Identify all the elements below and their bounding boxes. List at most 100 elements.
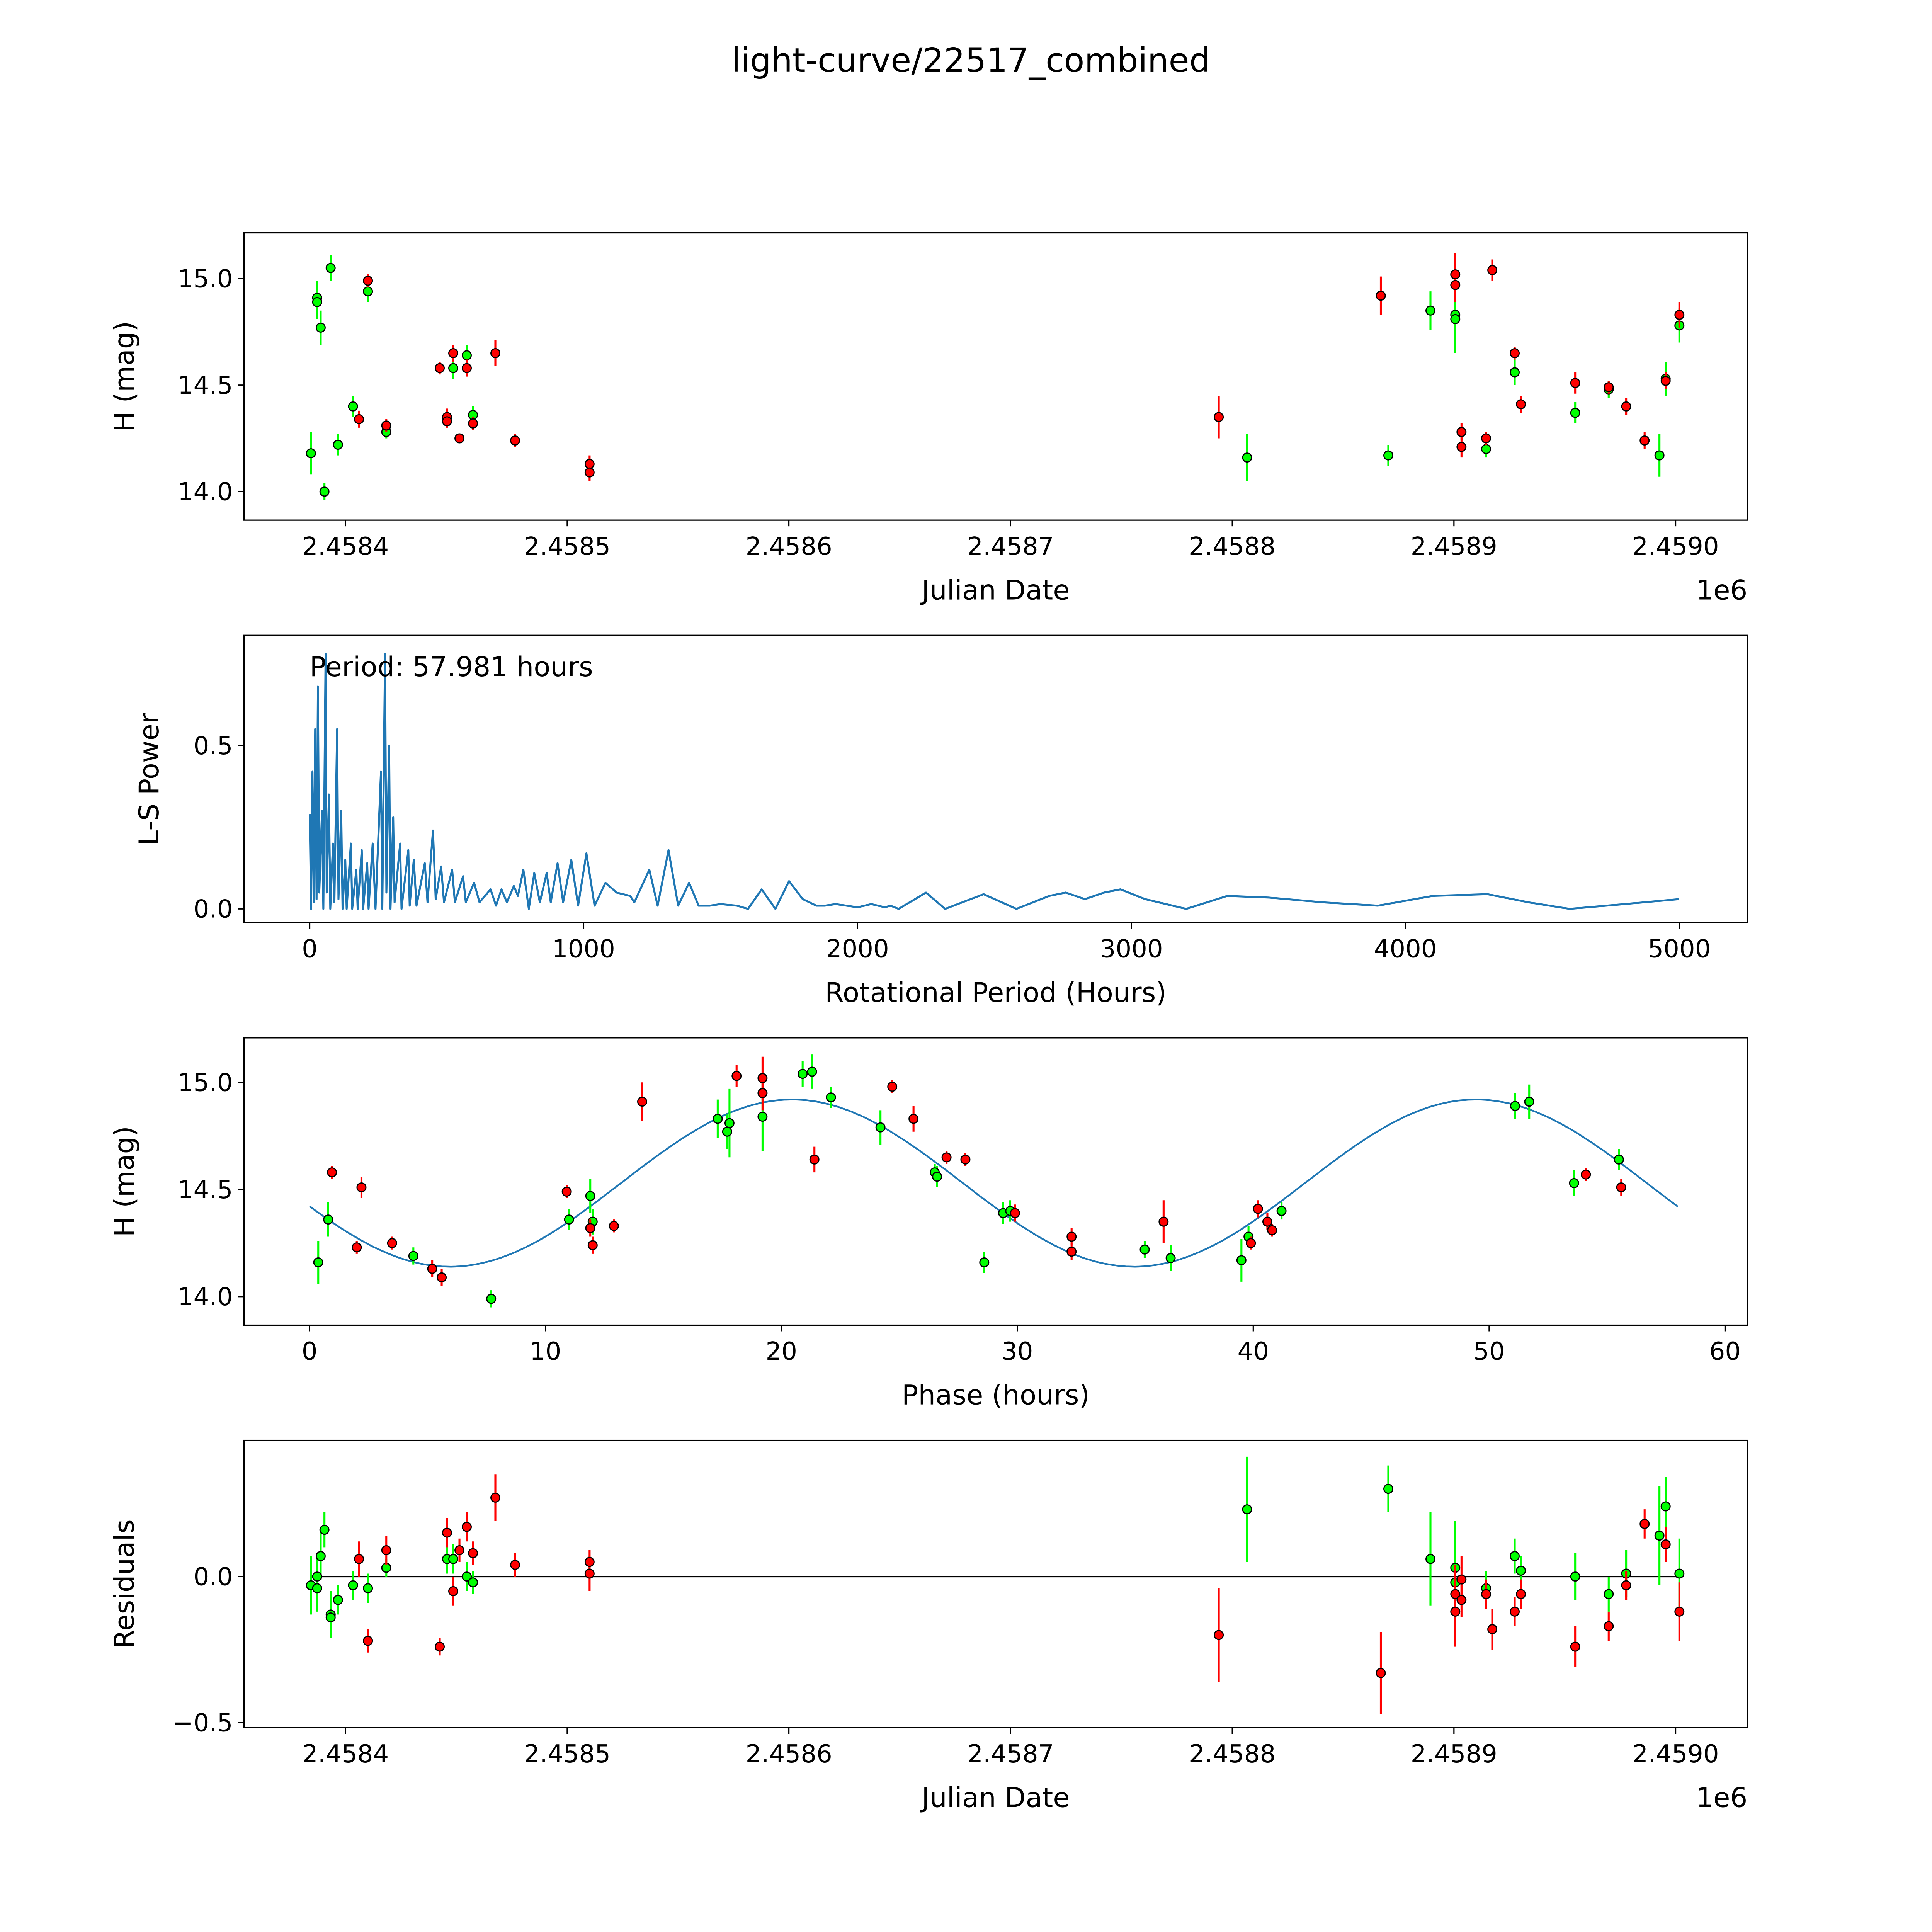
x-tick-label: 2.4589: [1411, 1740, 1497, 1769]
subplot-phased-curve: 0 10 20 30 40 50 60 14.0 14.5 15.0 Phase (hours) H …: [109, 1037, 1748, 1411]
x-tick-label: 2.4584: [302, 1740, 389, 1769]
data-point: [313, 1257, 323, 1267]
plot-area: [309, 1054, 1679, 1308]
subplot-light-curve: 2.4584 2.4585 2.4586 2.4587 2.4588 2.4589 2.45…: [109, 232, 1748, 606]
data-point: [1674, 310, 1685, 320]
x-axis-label: Julian Date: [920, 1782, 1070, 1813]
periodogram-line: [309, 653, 1680, 910]
data-point: [1425, 1554, 1435, 1564]
y-tick-label: 14.5: [178, 371, 233, 400]
data-point: [306, 448, 316, 459]
data-point: [1510, 348, 1520, 358]
x-tick-label: 50: [1473, 1337, 1505, 1366]
data-point: [1674, 1606, 1685, 1617]
axes-frame: [243, 634, 1748, 923]
data-point: [448, 1554, 458, 1564]
data-point: [960, 1154, 971, 1165]
period-annotation: Period: 57.981 hours: [310, 651, 593, 683]
data-point: [1481, 444, 1491, 454]
data-point: [1456, 427, 1467, 437]
y-tick-label: 15.0: [178, 265, 233, 294]
data-point: [887, 1082, 898, 1092]
data-point: [722, 1126, 732, 1137]
data-point: [875, 1122, 886, 1133]
data-point: [1516, 1589, 1526, 1599]
data-point: [1581, 1169, 1591, 1180]
x-tick-label: 2.4589: [1411, 532, 1497, 561]
data-point: [1639, 1519, 1650, 1529]
data-point: [1425, 305, 1435, 316]
data-point: [490, 1492, 500, 1503]
data-point: [1510, 1551, 1520, 1561]
y-axis-label: Residuals: [109, 1519, 140, 1648]
data-point: [1510, 367, 1520, 378]
x-tick-label: 10: [530, 1337, 561, 1366]
data-point: [325, 263, 336, 273]
data-point: [312, 1571, 322, 1582]
x-tick-label: 4000: [1374, 935, 1437, 964]
series-red: [354, 1474, 1685, 1714]
data-point: [468, 418, 478, 429]
data-point: [462, 1571, 472, 1582]
y-tick-label: −0.5: [173, 1709, 233, 1738]
data-point: [1376, 1668, 1386, 1678]
data-point: [584, 459, 595, 469]
y-tick-label: 0.0: [194, 895, 233, 924]
data-point: [1010, 1208, 1020, 1218]
data-point: [1510, 1606, 1520, 1617]
data-point: [1604, 1589, 1614, 1599]
data-point: [323, 1214, 333, 1225]
x-tick-label: 3000: [1100, 935, 1163, 964]
data-point: [363, 286, 373, 297]
y-axis-label: H (mag): [109, 1126, 140, 1237]
data-point: [826, 1092, 836, 1103]
data-point: [731, 1071, 742, 1081]
data-point: [807, 1066, 817, 1077]
data-point: [442, 1527, 452, 1538]
data-point: [1481, 433, 1491, 444]
data-point: [1614, 1154, 1624, 1165]
data-point: [1570, 1571, 1580, 1582]
data-point: [587, 1240, 598, 1250]
data-point: [462, 350, 472, 361]
data-point: [798, 1069, 808, 1079]
y-tick-label: 14.0: [178, 1283, 233, 1311]
data-point: [1246, 1238, 1256, 1248]
y-tick-label: 15.0: [178, 1069, 233, 1097]
data-point: [1450, 1606, 1461, 1617]
data-point: [1139, 1244, 1150, 1255]
data-point: [1621, 1580, 1631, 1590]
data-point: [408, 1251, 418, 1261]
data-point: [510, 1560, 520, 1570]
data-point: [363, 276, 373, 286]
data-point: [1253, 1204, 1263, 1214]
x-tick-label: 0: [302, 935, 318, 964]
data-point: [1604, 382, 1614, 393]
x-axis-label: Julian Date: [920, 574, 1070, 606]
data-point: [315, 1551, 326, 1561]
data-point: [1456, 1574, 1467, 1585]
data-point: [1450, 1589, 1461, 1599]
data-point: [1158, 1216, 1169, 1227]
data-point: [1165, 1253, 1176, 1263]
data-point: [1660, 1501, 1671, 1512]
data-point: [724, 1118, 735, 1128]
data-point: [1481, 1589, 1491, 1599]
x-tick-label: 2.4584: [302, 532, 389, 561]
data-point: [448, 1586, 458, 1596]
x-tick-label: 2.4587: [967, 532, 1054, 561]
data-point: [315, 322, 326, 333]
data-point: [979, 1257, 990, 1267]
data-point: [352, 1242, 362, 1253]
data-point: [486, 1294, 497, 1304]
data-point: [1674, 1568, 1685, 1579]
data-point: [325, 1612, 336, 1622]
data-point: [348, 401, 358, 412]
x-offset-label: 1e6: [1696, 1782, 1747, 1813]
data-point: [1066, 1247, 1077, 1257]
data-point: [319, 1525, 330, 1535]
data-point: [1654, 1531, 1665, 1541]
x-tick-label: 2000: [826, 935, 889, 964]
